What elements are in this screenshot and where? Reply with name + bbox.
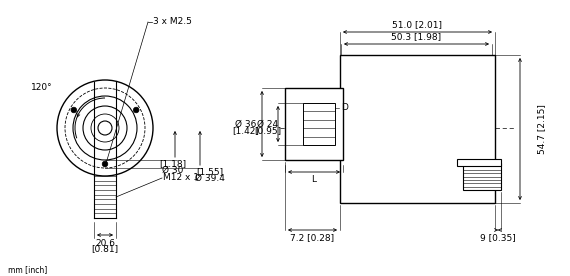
Text: mm [inch]: mm [inch] xyxy=(8,266,47,275)
Text: D: D xyxy=(341,104,348,113)
Text: [1.18]: [1.18] xyxy=(160,160,186,169)
Text: 51.0 [2.01]: 51.0 [2.01] xyxy=(393,20,442,30)
Text: [1.42]: [1.42] xyxy=(233,126,259,136)
Text: 3 x M2.5: 3 x M2.5 xyxy=(153,17,192,26)
Circle shape xyxy=(71,107,76,113)
Bar xyxy=(463,163,501,190)
Text: 120°: 120° xyxy=(31,84,53,92)
Bar xyxy=(340,55,495,203)
Text: Ø 39.4: Ø 39.4 xyxy=(195,174,225,182)
Text: Ø 24: Ø 24 xyxy=(258,120,279,129)
Text: [0.81]: [0.81] xyxy=(91,245,119,253)
Text: L: L xyxy=(311,176,316,184)
Circle shape xyxy=(102,161,108,167)
Text: 9 [0.35]: 9 [0.35] xyxy=(480,233,516,243)
Text: Ø 36: Ø 36 xyxy=(235,120,256,129)
Bar xyxy=(303,103,335,145)
Text: 20.6: 20.6 xyxy=(95,238,115,248)
Text: Ø 30: Ø 30 xyxy=(162,166,184,174)
Text: 54.7 [2.15]: 54.7 [2.15] xyxy=(538,104,547,154)
Bar xyxy=(457,159,501,166)
Text: 50.3 [1.98]: 50.3 [1.98] xyxy=(392,33,442,41)
Text: M12 x 1: M12 x 1 xyxy=(163,174,199,182)
Text: [0.95]: [0.95] xyxy=(254,126,282,136)
Text: 7.2 [0.28]: 7.2 [0.28] xyxy=(291,233,335,243)
Bar xyxy=(285,88,343,160)
Circle shape xyxy=(133,107,139,113)
Text: [1.55]: [1.55] xyxy=(197,168,223,176)
